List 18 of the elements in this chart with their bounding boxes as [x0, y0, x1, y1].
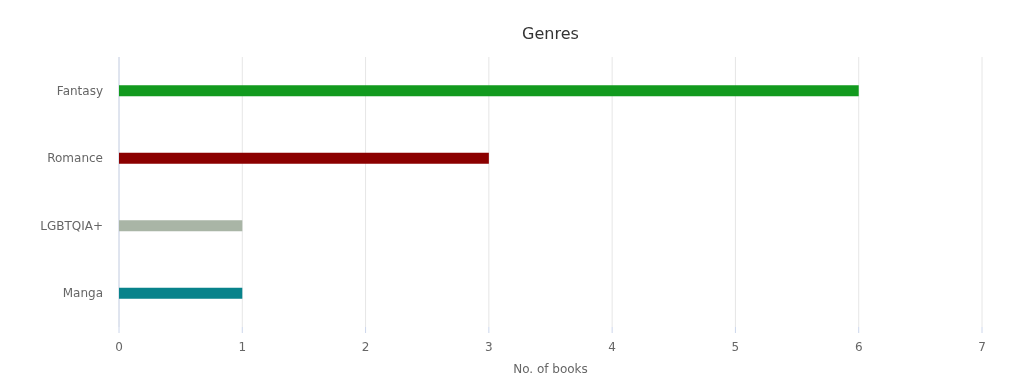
x-tick-label: 1	[238, 340, 247, 354]
bar	[119, 287, 243, 299]
x-tick-label: 0	[115, 340, 123, 354]
bar	[119, 152, 489, 164]
y-tick-label: Romance	[47, 151, 103, 166]
x-tick-label: 5	[731, 340, 740, 354]
x-tick-label: 2	[361, 340, 370, 354]
bar	[119, 220, 243, 232]
x-axis-title: No. of books	[513, 362, 588, 376]
x-tick-label: 3	[485, 340, 493, 354]
y-tick-label: LGBTQIA+	[40, 218, 103, 233]
x-tick-label: 6	[854, 340, 863, 354]
x-tick-label: 4	[608, 340, 616, 354]
x-tick-label: 7	[978, 340, 986, 354]
y-tick-label: Manga	[62, 286, 103, 301]
y-tick-label: Fantasy	[56, 83, 103, 98]
bar	[119, 85, 859, 97]
chart-title: Genres	[522, 24, 579, 43]
